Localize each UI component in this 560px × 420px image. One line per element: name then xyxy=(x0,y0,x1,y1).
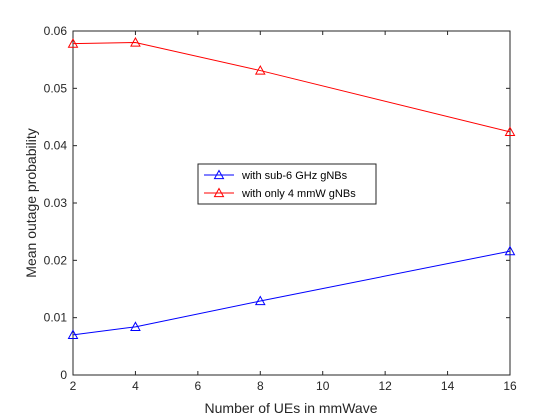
legend-marker xyxy=(213,169,225,180)
x-tick-label: 2 xyxy=(70,379,77,393)
y-axis-label: Mean outage probability xyxy=(23,128,39,277)
series-1 xyxy=(67,245,516,339)
y-tick-label: 0.03 xyxy=(44,196,68,210)
y-tick-label: 0.05 xyxy=(44,81,68,95)
legend-box xyxy=(197,163,377,205)
series-layer xyxy=(67,36,516,339)
series-line xyxy=(72,41,511,133)
data-point-marker xyxy=(504,126,516,137)
y-axis-ticks: 0 0.01 0.02 0.03 0.04 0.05 0.06 xyxy=(44,24,510,382)
x-tick-label: 12 xyxy=(378,379,392,393)
legend-marker xyxy=(213,187,225,198)
y-tick-label: 0.04 xyxy=(44,139,68,153)
legend-label: with only 4 mmW gNBs xyxy=(241,188,356,200)
x-tick-label: 4 xyxy=(132,379,139,393)
y-tick-label: 0.01 xyxy=(44,311,68,325)
x-tick-label: 16 xyxy=(503,379,517,393)
legend: with sub-6 GHz gNBs with only 4 mmW gNBs xyxy=(197,163,377,205)
legend-label: with sub-6 GHz gNBs xyxy=(241,170,348,182)
y-tick-label: 0.02 xyxy=(44,253,68,267)
legend-entry: with sub-6 GHz gNBs xyxy=(204,169,348,182)
data-point-marker xyxy=(67,329,79,339)
series-line xyxy=(72,250,511,336)
data-point-marker xyxy=(254,295,266,306)
x-axis-ticks: 2 4 6 8 10 12 14 16 xyxy=(70,31,517,393)
data-point-marker xyxy=(67,38,79,48)
y-tick-label: 0 xyxy=(60,368,67,382)
legend-entry: with only 4 mmW gNBs xyxy=(204,187,356,200)
data-point-marker xyxy=(254,65,266,75)
x-axis-label: Number of UEs in mmWave xyxy=(205,400,378,416)
y-tick-label: 0.06 xyxy=(44,24,68,38)
x-tick-label: 6 xyxy=(195,379,202,393)
data-point-marker xyxy=(130,36,141,47)
data-point-marker xyxy=(130,321,141,331)
x-tick-label: 8 xyxy=(257,379,264,393)
series-2 xyxy=(67,36,516,137)
data-point-marker xyxy=(504,245,516,256)
x-tick-label: 14 xyxy=(441,379,455,393)
x-tick-label: 10 xyxy=(316,379,330,393)
